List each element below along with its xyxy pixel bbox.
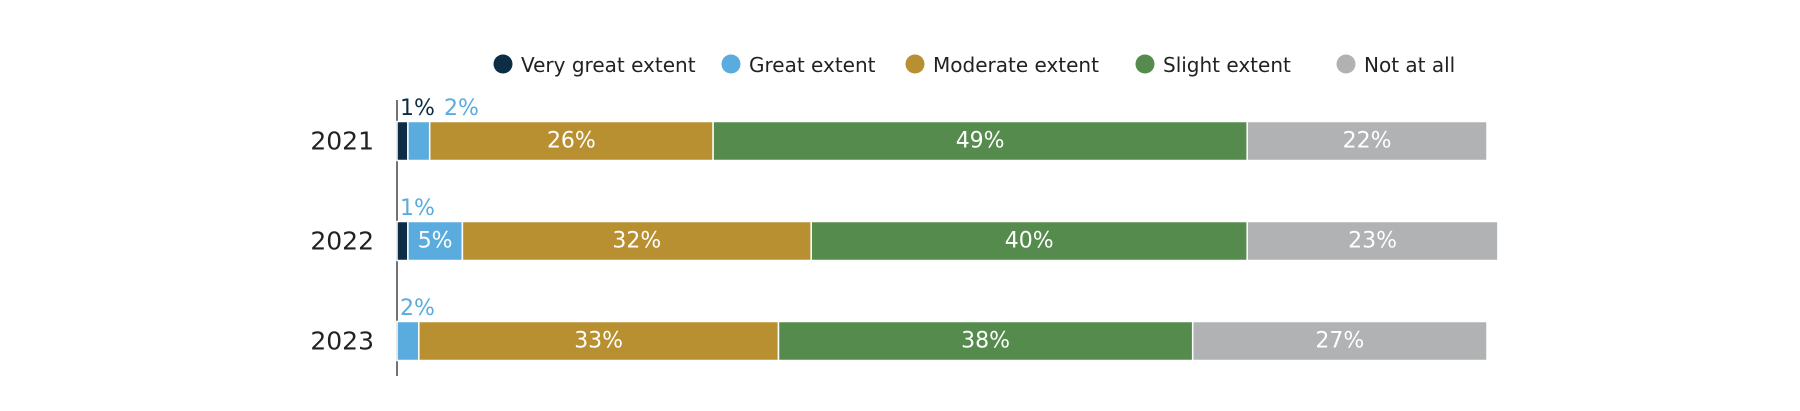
- data-label-2023-not-at-all: 27%: [1315, 329, 1364, 354]
- bars: [396, 120, 1499, 362]
- bar-segment-2022-slight-extent: [810, 220, 1248, 262]
- data-label-2022-great-extent: 5%: [418, 229, 453, 254]
- data-labels: 26% 49% 22% 1% 2% 5% 32% 40% 23% 33% 38% 27% 2% 1%: [400, 96, 1397, 354]
- data-label-2022-not-at-all: 23%: [1348, 229, 1397, 254]
- legend-marker-not-at-all: [1336, 54, 1356, 74]
- data-label-2022-slight-extent: 40%: [1005, 229, 1054, 254]
- annotation-label-2022: 1%: [400, 196, 435, 221]
- data-label-2021-great-extent: 2%: [444, 96, 479, 121]
- legend-label-slight-extent: Slight extent: [1163, 53, 1291, 77]
- bar-segment-2023-slight-extent: [777, 320, 1194, 362]
- category-labels: 2021 2022 2023: [310, 127, 374, 356]
- legend: Very great extent Great extent Moderate ex…: [493, 53, 1455, 77]
- bar-segment-2023-great-extent: [396, 320, 420, 362]
- bar-segment-2023-not-at-all: [1191, 320, 1488, 362]
- bar-segment-2021-great-extent: [407, 120, 431, 162]
- legend-label-moderate-extent: Moderate extent: [933, 53, 1099, 77]
- data-label-2021-not-at-all: 22%: [1343, 129, 1392, 154]
- category-label-2023: 2023: [310, 327, 374, 356]
- data-label-2021-slight-extent: 49%: [956, 129, 1005, 154]
- legend-marker-slight-extent: [1135, 54, 1155, 74]
- legend-label-not-at-all: Not at all: [1364, 53, 1455, 77]
- category-label-2022: 2022: [310, 227, 374, 256]
- legend-marker-moderate-extent: [905, 54, 925, 74]
- bar-segment-2021-not-at-all: [1246, 120, 1488, 162]
- legend-label-very-great-extent: Very great extent: [521, 53, 696, 77]
- bar-segment-2022-not-at-all: [1246, 220, 1499, 262]
- data-label-2021-moderate-extent: 26%: [547, 129, 596, 154]
- bar-segment-2022-very-great-extent: [396, 220, 409, 262]
- data-label-2022-moderate-extent: 32%: [612, 229, 661, 254]
- data-label-2023-great-extent: 2%: [400, 296, 435, 321]
- bar-segment-2021-very-great-extent: [396, 120, 409, 162]
- category-label-2021: 2021: [310, 127, 374, 156]
- legend-marker-great-extent: [721, 54, 741, 74]
- bar-segment-2021-slight-extent: [712, 120, 1248, 162]
- legend-label-great-extent: Great extent: [749, 53, 876, 77]
- legend-marker-very-great-extent: [493, 54, 513, 74]
- data-label-2023-slight-extent: 38%: [961, 329, 1010, 354]
- data-label-2021-very-great-extent: 1%: [400, 96, 435, 121]
- data-label-2023-moderate-extent: 33%: [574, 329, 623, 354]
